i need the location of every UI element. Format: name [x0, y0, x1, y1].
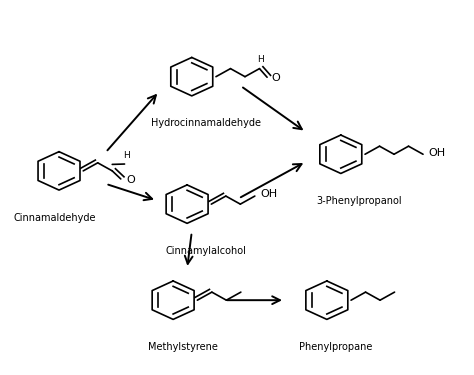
Text: H: H — [124, 151, 130, 160]
Text: Hydrocinnamaldehyde: Hydrocinnamaldehyde — [151, 118, 261, 128]
Text: OH: OH — [260, 189, 278, 199]
Text: Cinnamaldehyde: Cinnamaldehyde — [13, 213, 96, 223]
Text: O: O — [272, 73, 281, 83]
Text: 3-Phenylpropanol: 3-Phenylpropanol — [317, 196, 402, 206]
Text: Phenylpropane: Phenylpropane — [300, 342, 373, 351]
Text: H: H — [257, 55, 264, 64]
Text: O: O — [127, 175, 135, 184]
Text: OH: OH — [428, 148, 446, 158]
Text: Methylstyrene: Methylstyrene — [147, 342, 218, 351]
Text: Cinnamylalcohol: Cinnamylalcohol — [165, 246, 246, 255]
